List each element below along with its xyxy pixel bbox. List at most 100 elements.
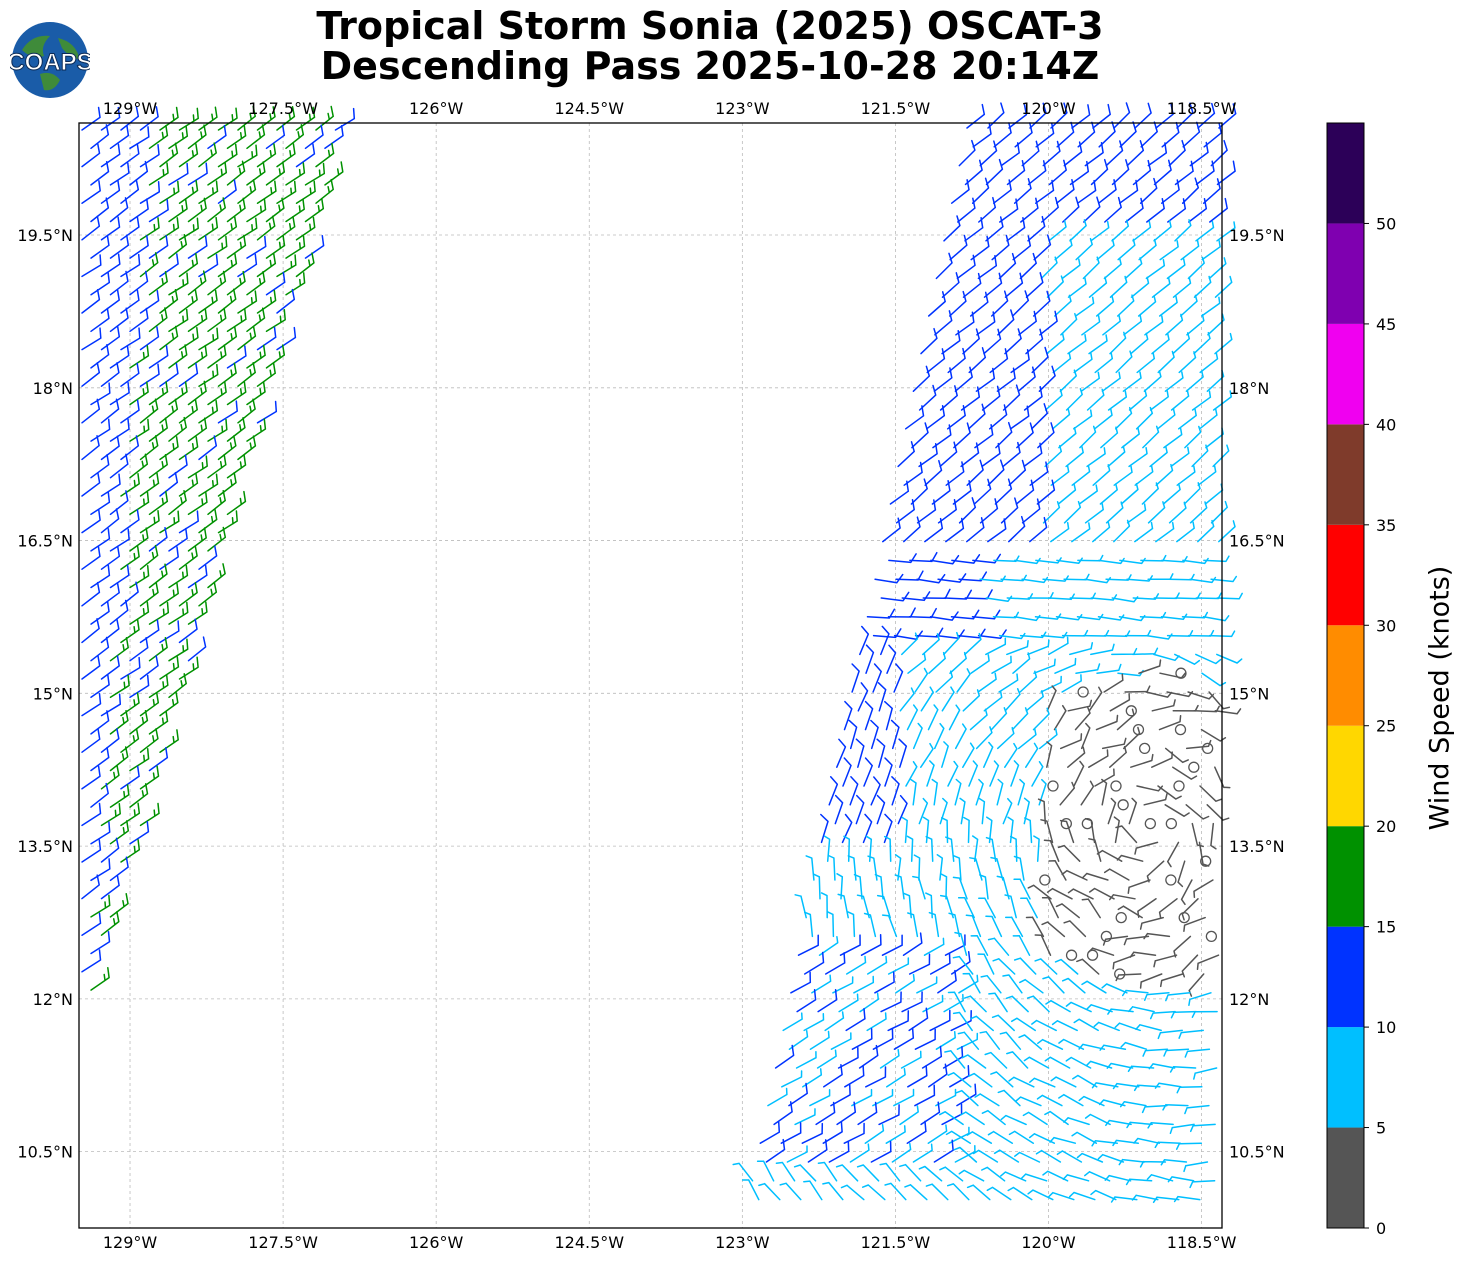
calm-circle: [1060, 817, 1072, 830]
wind-barb: [187, 270, 207, 296]
wind-barb: [962, 328, 980, 355]
wind-barb: [985, 637, 1007, 656]
wind-barb: [1081, 315, 1101, 336]
wind-barb: [930, 554, 960, 565]
wind-barb: [793, 1164, 817, 1182]
wind-barb: [947, 760, 959, 787]
wind-barb: [187, 417, 208, 442]
wind-barb: [159, 620, 180, 644]
wind-barb: [1043, 839, 1060, 862]
wind-barb: [813, 873, 821, 900]
wind-barb: [178, 399, 198, 424]
lon-labels-bottom: 129°W 127.5°W 126°W 124.5°W 123°W 121.5°W 120°…: [103, 1233, 1237, 1252]
wind-barb: [100, 473, 121, 497]
wind-barb: [872, 663, 882, 693]
wind-barb: [109, 490, 129, 516]
wind-barb: [962, 689, 981, 712]
wind-barb: [139, 181, 161, 204]
wind-barb: [1042, 501, 1061, 524]
lat-label-left: 13.5°N: [17, 837, 73, 856]
wind-barb: [1196, 954, 1220, 971]
wind-barb: [1166, 841, 1180, 868]
wind-barb: [925, 405, 946, 430]
wind-barb: [187, 235, 208, 259]
wind-barb: [1034, 958, 1058, 975]
wind-barb: [1174, 219, 1192, 242]
wind-barb: [1071, 104, 1091, 129]
wind-barb: [148, 234, 169, 259]
title-line-2: Descending Pass 2025-10-28 20:14Z: [320, 44, 1100, 88]
wind-barb: [265, 197, 285, 223]
wind-barb: [1155, 103, 1174, 129]
wind-barb: [979, 874, 989, 900]
wind-barb: [256, 326, 277, 351]
wind-barb: [226, 197, 246, 223]
wind-barb: [217, 179, 237, 204]
wind-barb: [129, 601, 150, 625]
wind-barb: [148, 307, 168, 333]
wind-barb: [178, 618, 198, 644]
wind-barb: [1119, 121, 1137, 148]
wind-barb: [100, 693, 122, 717]
wind-barb: [207, 563, 226, 589]
wind-barb: [934, 310, 953, 336]
wind-barb: [1210, 822, 1217, 850]
wind-barb: [1093, 408, 1113, 430]
colorbar-tick-label: 10: [1376, 1018, 1396, 1037]
wind-barb: [1030, 403, 1049, 430]
wind-barb: [899, 1163, 922, 1182]
wind-barb: [1069, 160, 1090, 186]
wind-barb: [1108, 894, 1136, 901]
wind-barb: [207, 307, 227, 333]
wind-barb: [81, 765, 101, 790]
wind-barb: [887, 1010, 910, 1032]
calm-circle: [1100, 930, 1113, 943]
wind-barb: [90, 600, 110, 625]
wind-barb: [276, 326, 297, 351]
wind-barb: [1019, 631, 1047, 639]
wind-barb: [1025, 690, 1044, 712]
wind-barb: [1149, 390, 1169, 411]
wind-barb: [246, 418, 267, 442]
wind-barb: [109, 564, 130, 589]
wind-barb: [1000, 142, 1020, 167]
wind-barb: [1025, 742, 1039, 768]
wind-barb: [1020, 897, 1038, 919]
wind-barb: [1088, 749, 1109, 768]
wind-barb: [1044, 444, 1063, 468]
wind-barb: [981, 385, 1001, 411]
wind-barb: [1013, 178, 1032, 204]
wind-barb: [120, 728, 140, 753]
wind-barb: [1084, 141, 1104, 167]
wind-barb: [129, 270, 149, 296]
lat-labels-right: 19.5°N 18°N 16.5°N 15°N 13.5°N 12°N 10.5°N: [1229, 226, 1285, 1162]
wind-barb: [1157, 350, 1175, 374]
wind-barb: [1172, 276, 1192, 298]
wind-barb: [1143, 793, 1168, 806]
wind-barb: [1120, 1041, 1148, 1050]
wind-barb: [256, 215, 276, 241]
wind-barb: [198, 289, 218, 314]
wind-barb: [1000, 1171, 1027, 1182]
wind-barb: [961, 1054, 987, 1069]
wind-barb: [226, 490, 247, 516]
lon-label-top: 118.5°W: [1167, 99, 1237, 118]
wind-barb: [1163, 427, 1183, 449]
wind-barb: [100, 253, 121, 278]
wind-barb: [881, 914, 898, 938]
wind-barb: [139, 544, 159, 570]
wind-barb: [1152, 1196, 1180, 1204]
wind-barb: [265, 234, 286, 259]
wind-barb: [952, 955, 974, 975]
wind-barb: [276, 216, 296, 241]
wind-barb: [1034, 934, 1052, 956]
wind-barb: [978, 797, 986, 825]
calm-circle: [1077, 686, 1089, 698]
wind-barb: [1006, 639, 1029, 656]
wind-barb: [1068, 1191, 1096, 1201]
wind-barb: [1134, 841, 1159, 855]
wind-barb: [1165, 313, 1184, 336]
wind-barb: [1027, 639, 1050, 656]
wind-barb: [939, 441, 958, 468]
wind-barb: [109, 344, 130, 369]
